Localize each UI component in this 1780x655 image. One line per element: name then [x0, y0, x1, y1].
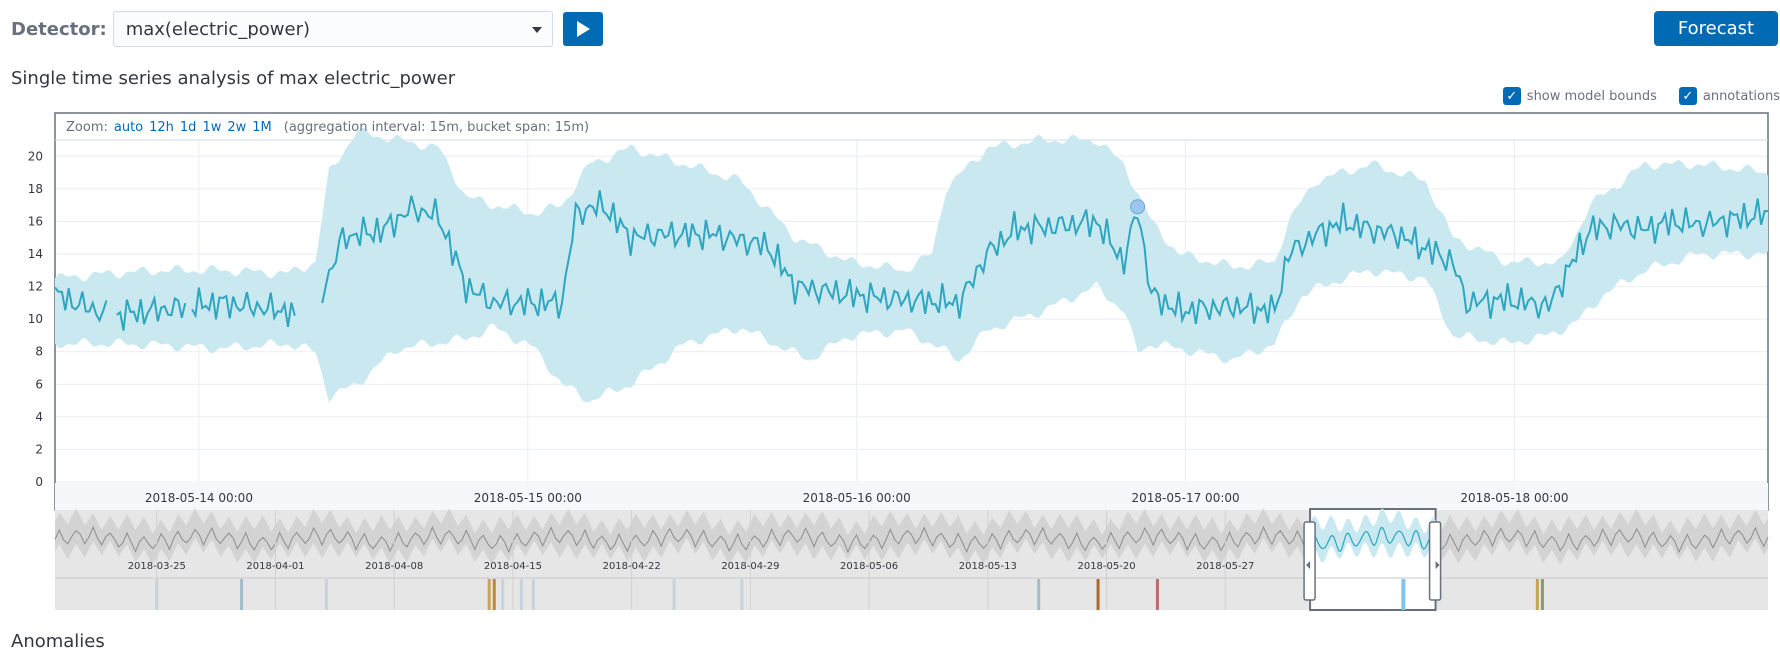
- zoom-bar: Zoom: auto 12h 1d 1w 2w 1M (aggregation …: [66, 120, 589, 135]
- aggregation-interval-text: (aggregation interval: 15m, bucket span:…: [283, 120, 590, 135]
- x-tick-label: 2018-05-16 00:00: [803, 491, 911, 505]
- y-tick-label: 2: [35, 442, 43, 456]
- context-annotation-mark: [1535, 579, 1539, 610]
- context-annotation-mark: [531, 579, 535, 610]
- brush-left-handle: [1303, 521, 1316, 601]
- anomalies-section-title: Anomalies: [11, 631, 105, 652]
- y-tick-label: 8: [35, 345, 43, 359]
- model-bounds-area: [55, 127, 1768, 403]
- context-annotation-mark: [487, 579, 491, 610]
- context-annotation-mark: [519, 579, 523, 610]
- detector-select-value: max(electric_power): [125, 18, 310, 40]
- context-annotation-mark: [240, 579, 244, 610]
- context-annotation-mark: [1096, 579, 1100, 610]
- y-tick-label: 16: [28, 214, 43, 228]
- context-annotation-mark: [740, 579, 744, 610]
- x-tick-label: 2018-05-17 00:00: [1132, 491, 1240, 505]
- context-brush[interactable]: [1303, 508, 1442, 611]
- context-tick-label: 2018-05-27: [1196, 561, 1254, 572]
- annotations-toggle[interactable]: ✓ annotations: [1678, 87, 1780, 105]
- chevron-left-icon: [1306, 561, 1311, 569]
- context-tick-label: 2018-04-15: [484, 561, 542, 572]
- context-line: [54, 525, 1769, 554]
- y-axis: 0 2 4 6 8 10 12 14 16 18 20: [28, 149, 43, 489]
- show-model-bounds-toggle[interactable]: ✓ show model bounds: [1502, 87, 1657, 105]
- annotations-label: annotations: [1702, 88, 1780, 104]
- context-annotation-mark: [501, 579, 505, 610]
- y-tick-label: 10: [28, 312, 43, 326]
- chart-toggles: ✓ show model bounds ✓ annotations: [1481, 87, 1780, 105]
- x-tick-label: 2018-05-18 00:00: [1460, 491, 1568, 505]
- context-annotation-mark: [492, 579, 496, 610]
- checkbox-checked-icon[interactable]: ✓: [1502, 87, 1521, 105]
- context-annotation-mark: [324, 579, 328, 610]
- y-tick-label: 12: [28, 280, 43, 294]
- y-tick-label: 0: [35, 475, 43, 489]
- context-tick-label: 2018-05-13: [959, 561, 1017, 572]
- detector-row: Detector: max(electric_power): [11, 11, 603, 47]
- show-model-bounds-label: show model bounds: [1526, 88, 1657, 104]
- run-button[interactable]: [562, 12, 603, 46]
- chevron-right-icon: [1435, 561, 1440, 569]
- context-annotation-mark: [1155, 579, 1159, 610]
- x-tick-label: 2018-05-15 00:00: [474, 491, 582, 505]
- play-icon: [576, 21, 590, 37]
- y-tick-label: 4: [35, 410, 43, 424]
- context-tick-label: 2018-05-06: [840, 561, 898, 572]
- context-tick-label: 2018-04-01: [246, 561, 304, 572]
- context-tick-label: 2018-04-29: [721, 561, 779, 572]
- detector-select[interactable]: max(electric_power): [112, 11, 553, 47]
- zoom-auto[interactable]: auto: [113, 120, 144, 135]
- y-tick-label: 18: [28, 182, 43, 196]
- x-axis: 2018-05-14 00:00 2018-05-15 00:00 2018-05-…: [145, 491, 1569, 505]
- zoom-label: Zoom:: [66, 120, 108, 135]
- context-annotation-mark: [1037, 579, 1041, 610]
- zoom-12h[interactable]: 12h: [149, 120, 174, 135]
- actual-value-line: [54, 190, 1769, 331]
- checkbox-checked-icon[interactable]: ✓: [1678, 87, 1697, 105]
- chevron-down-icon: [531, 27, 542, 33]
- context-x-axis: 2018-03-25 2018-04-01 2018-04-08 2018-04-15…: [128, 561, 1255, 572]
- brush-right-handle: [1428, 521, 1442, 601]
- context-annotation-mark: [1401, 579, 1406, 610]
- context-annotation-mark: [1540, 579, 1544, 610]
- context-chart: 2018-03-25 2018-04-01 2018-04-08 2018-04-15…: [54, 508, 1769, 611]
- zoom-1w[interactable]: 1w: [202, 120, 222, 135]
- zoom-1m[interactable]: 1M: [252, 120, 272, 135]
- context-tick-label: 2018-04-22: [603, 561, 661, 572]
- anomaly-marker[interactable]: [1130, 199, 1146, 215]
- context-annotation-mark: [672, 579, 676, 610]
- zoom-2w[interactable]: 2w: [227, 120, 247, 135]
- x-axis-strip: [55, 483, 1768, 510]
- forecast-button[interactable]: Forecast: [1654, 11, 1778, 46]
- x-tick-label: 2018-05-14 00:00: [145, 491, 253, 505]
- context-tick-label: 2018-05-20: [1077, 561, 1135, 572]
- detector-label: Detector:: [11, 18, 107, 40]
- y-tick-label: 6: [35, 377, 43, 391]
- context-tick-label: 2018-04-08: [365, 561, 423, 572]
- y-tick-label: 20: [28, 149, 43, 163]
- context-annotation-mark: [155, 579, 159, 610]
- y-tick-label: 14: [28, 247, 43, 261]
- context-brush-line: [1309, 526, 1437, 552]
- page-title: Single time series analysis of max elect…: [11, 68, 456, 89]
- zoom-1d[interactable]: 1d: [179, 120, 197, 135]
- context-tick-label: 2018-03-25: [128, 561, 186, 572]
